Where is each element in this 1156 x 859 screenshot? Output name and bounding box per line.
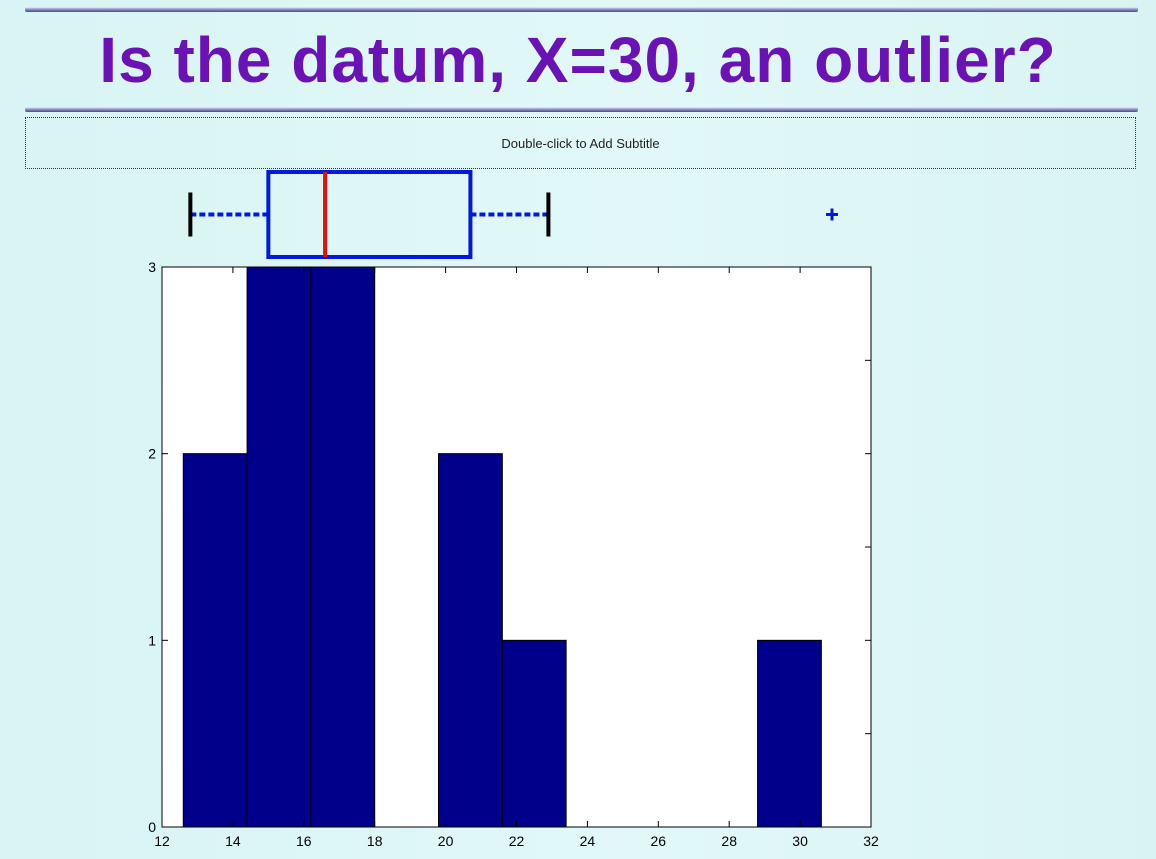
top-rule xyxy=(25,7,1138,12)
x-tick-label: 24 xyxy=(580,833,596,849)
x-tick-label: 20 xyxy=(438,833,454,849)
histogram-bar xyxy=(182,453,248,828)
slide-title: Is the datum, X=30, an outlier? xyxy=(99,24,1057,96)
subtitle-placeholder-text: Double-click to Add Subtitle xyxy=(501,135,660,151)
boxplot-box xyxy=(266,170,473,259)
y-tick-label: 3 xyxy=(148,259,156,275)
x-tick-label: 22 xyxy=(509,833,525,849)
x-tick-label: 14 xyxy=(225,833,241,849)
histogram-bar xyxy=(438,453,503,828)
x-tick-label: 16 xyxy=(296,833,312,849)
x-tick-label: 18 xyxy=(367,833,383,849)
histogram-bar xyxy=(246,266,312,828)
histogram-bar xyxy=(757,639,822,828)
subtitle-placeholder[interactable]: Double-click to Add Subtitle xyxy=(25,117,1136,169)
bottom-rule xyxy=(25,107,1138,112)
boxplot xyxy=(188,170,839,259)
x-tick-label: 12 xyxy=(154,833,170,849)
x-tick-label: 32 xyxy=(863,833,879,849)
histogram-bar xyxy=(310,266,376,828)
y-tick-label: 0 xyxy=(148,819,156,835)
boxplot-outlier xyxy=(826,208,839,221)
histogram-bar xyxy=(501,639,567,828)
x-tick-label: 26 xyxy=(651,833,667,849)
y-tick-label: 2 xyxy=(148,446,156,462)
x-tick-label: 28 xyxy=(721,833,737,849)
y-tick-label: 1 xyxy=(148,632,156,648)
x-tick-label: 30 xyxy=(792,833,808,849)
